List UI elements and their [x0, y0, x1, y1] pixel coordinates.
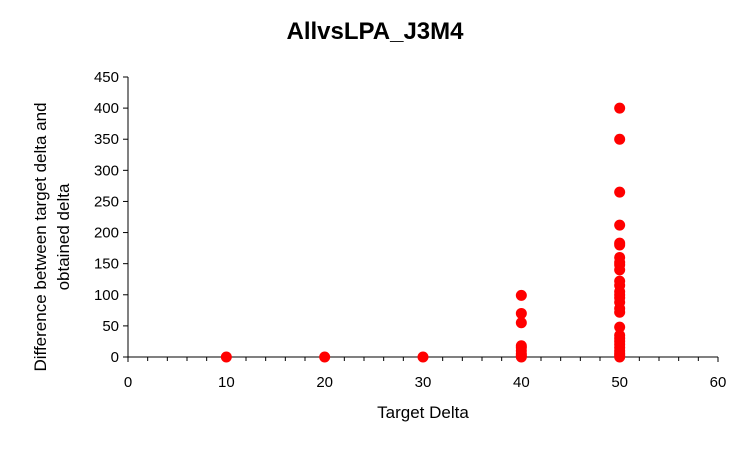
y-tick-label: 200 [94, 225, 119, 242]
data-point [614, 237, 626, 249]
x-tick-label: 40 [513, 374, 530, 391]
y-axis-label-line-2: obtained delta [54, 183, 73, 290]
x-tick-label: 10 [218, 374, 235, 391]
data-point [614, 251, 626, 263]
y-tick-label: 50 [102, 318, 119, 335]
y-tick-label: 400 [94, 100, 119, 117]
data-point [319, 351, 331, 363]
y-tick-label: 250 [94, 193, 119, 210]
x-tick-label: 50 [611, 374, 628, 391]
y-tick-label: 0 [111, 349, 119, 366]
data-point [614, 133, 626, 145]
y-tick-label: 100 [94, 287, 119, 304]
data-point [515, 340, 527, 352]
x-axis-label: Target Delta [377, 403, 469, 422]
data-point [515, 317, 527, 329]
data-point [220, 351, 232, 363]
axes-group [127, 77, 718, 358]
y-axis-label-line-1: Difference between target delta and [31, 102, 50, 371]
ticks-group [123, 76, 719, 362]
y-axis-label-group: Difference between target delta and obta… [31, 102, 73, 371]
x-tick-label: 0 [124, 374, 132, 391]
y-tick-label: 150 [94, 256, 119, 273]
data-point [417, 351, 429, 363]
data-point [614, 219, 626, 231]
data-point [614, 321, 626, 333]
data-point [614, 275, 626, 287]
x-tick-label: 30 [415, 374, 432, 391]
data-point [614, 329, 626, 341]
points-group [220, 102, 626, 363]
x-tick-label: 60 [710, 374, 727, 391]
data-point [515, 289, 527, 301]
data-point [515, 307, 527, 319]
y-tick-label: 450 [94, 69, 119, 86]
data-point [614, 102, 626, 114]
chart-title: AllvsLPA_J3M4 [286, 18, 464, 45]
y-tick-label: 350 [94, 131, 119, 148]
x-tick-label: 20 [316, 374, 333, 391]
y-tick-label: 300 [94, 162, 119, 179]
tick-labels-group: 0 50 100 150 200 250 300 350 400 450 0 10 20 30 40 50 60 [94, 69, 726, 391]
data-point [614, 186, 626, 198]
